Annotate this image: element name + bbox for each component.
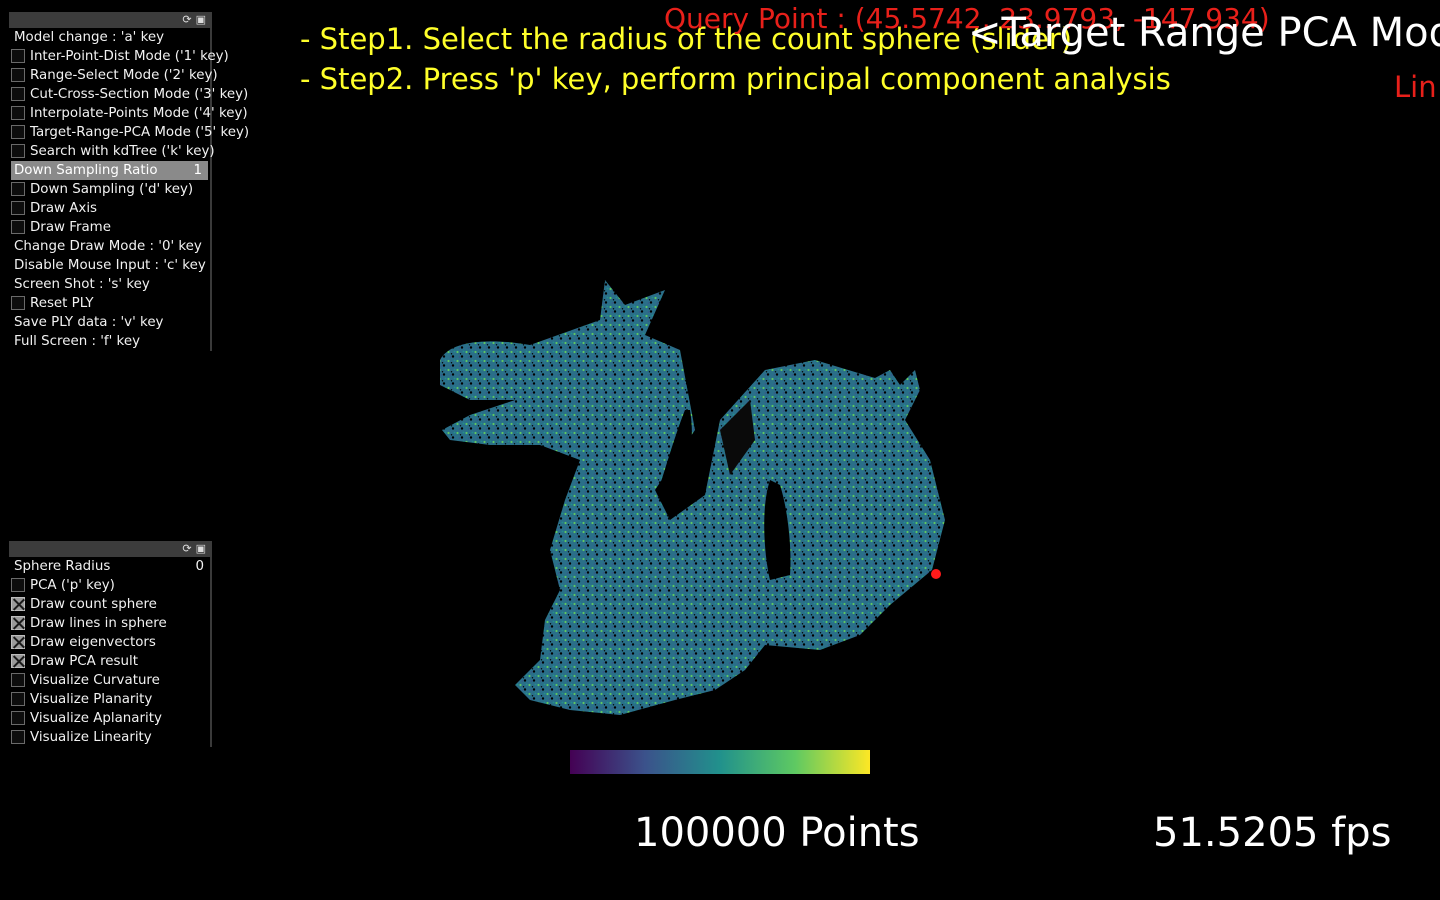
- row-label: Draw lines in sphere: [30, 616, 167, 631]
- row-label: Draw Frame: [30, 220, 111, 235]
- row-label: Interpolate-Points Mode ('4' key): [30, 106, 248, 121]
- hint-model-change-a-key: Model change : 'a' key: [9, 28, 210, 47]
- dragon-point-cloud: [440, 280, 945, 715]
- point-count: 100000 Points: [634, 810, 920, 856]
- checkbox-box[interactable]: [11, 182, 25, 196]
- mode-subtitle: Lin: [1394, 70, 1437, 104]
- hint-change-draw-mode-0-key: Change Draw Mode : '0' key: [9, 237, 210, 256]
- checkbox-draw-frame[interactable]: Draw Frame: [9, 218, 210, 237]
- row-value: 0: [195, 559, 204, 574]
- checkbox-box[interactable]: [11, 711, 25, 725]
- checkbox-box[interactable]: [11, 106, 25, 120]
- refresh-icon[interactable]: ⟳: [182, 13, 192, 26]
- row-label: Cut-Cross-Section Mode ('3' key): [30, 87, 249, 102]
- save-icon[interactable]: ▣: [195, 13, 206, 26]
- panel-body: Sphere Radius 0 PCA ('p' key) Draw count sp…: [9, 557, 212, 747]
- row-label: Sphere Radius: [14, 559, 111, 574]
- row-label: Full Screen : 'f' key: [14, 334, 140, 349]
- checkbox-box[interactable]: [11, 692, 25, 706]
- checkbox-box[interactable]: [11, 578, 25, 592]
- dragon-body-holes: [660, 400, 791, 580]
- step1-instruction: - Step1. Select the radius of the count …: [300, 22, 1073, 56]
- checkbox-visualize-linearity[interactable]: Visualize Linearity: [9, 728, 210, 747]
- query-point-marker: [931, 569, 941, 579]
- row-label: Target-Range-PCA Mode ('5' key): [30, 125, 250, 140]
- checkbox-box[interactable]: [11, 730, 25, 744]
- checkbox-down-sampling-d-key[interactable]: Down Sampling ('d' key): [9, 180, 210, 199]
- row-label: Draw PCA result: [30, 654, 138, 669]
- checkbox-target-range-pca-mode-5-key[interactable]: Target-Range-PCA Mode ('5' key): [9, 123, 249, 142]
- checkbox-inter-point-dist-mode-1-key[interactable]: Inter-Point-Dist Mode ('1' key): [9, 47, 229, 66]
- step2-instruction: - Step2. Press 'p' key, perform principa…: [300, 62, 1171, 96]
- row-label: Down Sampling Ratio: [14, 163, 158, 178]
- row-label: Screen Shot : 's' key: [14, 277, 150, 292]
- hint-screen-shot-s-key: Screen Shot : 's' key: [9, 275, 210, 294]
- row-label: Save PLY data : 'v' key: [14, 315, 164, 330]
- control-panel-pca: ⟳ ▣ Sphere Radius 0 PCA ('p' key) Draw coun…: [9, 541, 212, 747]
- colormap-legend: [570, 750, 870, 774]
- slider-down-sampling-ratio[interactable]: Down Sampling Ratio 1: [11, 161, 208, 180]
- row-label: Model change : 'a' key: [14, 30, 165, 45]
- query-point-label: Query Point : (45.5742, 23.9793, -147.93…: [664, 2, 1270, 35]
- row-label: Visualize Aplanarity: [30, 711, 162, 726]
- checkbox-draw-lines-in-sphere[interactable]: Draw lines in sphere: [9, 614, 210, 633]
- checkbox-range-select-mode-2-key[interactable]: Range-Select Mode ('2' key): [9, 66, 218, 85]
- row-label: Search with kdTree ('k' key): [30, 144, 215, 159]
- checkbox-box[interactable]: [11, 68, 25, 82]
- panel-header[interactable]: ⟳ ▣: [9, 541, 212, 557]
- checkbox-interpolate-points-mode-4-key[interactable]: Interpolate-Points Mode ('4' key): [9, 104, 248, 123]
- checkbox-box[interactable]: [11, 654, 25, 668]
- row-label: Draw Axis: [30, 201, 98, 216]
- checkbox-draw-axis[interactable]: Draw Axis: [9, 199, 210, 218]
- row-label: PCA ('p' key): [30, 578, 115, 593]
- row-label: Reset PLY: [30, 296, 94, 311]
- checkbox-visualize-planarity[interactable]: Visualize Planarity: [9, 690, 210, 709]
- row-label: Down Sampling ('d' key): [30, 182, 194, 197]
- checkbox-draw-count-sphere[interactable]: Draw count sphere: [9, 595, 210, 614]
- point-cloud-view[interactable]: [420, 260, 980, 740]
- row-label: Visualize Linearity: [30, 730, 152, 745]
- checkbox-draw-eigenvectors[interactable]: Draw eigenvectors: [9, 633, 210, 652]
- panel-header[interactable]: ⟳ ▣: [9, 12, 212, 28]
- checkbox-box[interactable]: [11, 673, 25, 687]
- row-label: Draw count sphere: [30, 597, 157, 612]
- checkbox-box[interactable]: [11, 597, 25, 611]
- checkbox-cut-cross-section-mode-3-key[interactable]: Cut-Cross-Section Mode ('3' key): [9, 85, 248, 104]
- checkbox-box[interactable]: [11, 49, 25, 63]
- checkbox-box[interactable]: [11, 220, 25, 234]
- row-label: Inter-Point-Dist Mode ('1' key): [30, 49, 229, 64]
- row-label: Change Draw Mode : '0' key: [14, 239, 202, 254]
- fps-counter: 51.5205 fps: [1153, 810, 1392, 856]
- panel-body: Model change : 'a' key Inter-Point-Dist M…: [9, 28, 249, 351]
- checkbox-box[interactable]: [11, 201, 25, 215]
- checkbox-box[interactable]: [11, 87, 25, 101]
- row-label: Draw eigenvectors: [30, 635, 156, 650]
- checkbox-box[interactable]: [11, 125, 25, 139]
- checkbox-box[interactable]: [11, 144, 25, 158]
- row-label: Visualize Planarity: [30, 692, 153, 707]
- mode-title: <Target Range PCA Mode>: [968, 10, 1440, 56]
- checkbox-visualize-aplanarity[interactable]: Visualize Aplanarity: [9, 709, 210, 728]
- checkbox-visualize-curvature[interactable]: Visualize Curvature: [9, 671, 210, 690]
- checkbox-box[interactable]: [11, 635, 25, 649]
- hint-save-ply-data-v-key: Save PLY data : 'v' key: [9, 313, 210, 332]
- checkbox-draw-pca-result[interactable]: Draw PCA result: [9, 652, 210, 671]
- checkbox-box[interactable]: [11, 296, 25, 310]
- hint-full-screen-f-key: Full Screen : 'f' key: [9, 332, 210, 351]
- value-sphere-radius[interactable]: Sphere Radius 0: [9, 557, 210, 576]
- row-label: Range-Select Mode ('2' key): [30, 68, 218, 83]
- control-panel-main: ⟳ ▣ Model change : 'a' key Inter-Point-Di…: [9, 12, 249, 351]
- checkbox-pca-p-key[interactable]: PCA ('p' key): [9, 576, 210, 595]
- row-label: Disable Mouse Input : 'c' key: [14, 258, 206, 273]
- hint-disable-mouse-input-c-key: Disable Mouse Input : 'c' key: [9, 256, 210, 275]
- refresh-icon[interactable]: ⟳: [182, 542, 192, 555]
- checkbox-box[interactable]: [11, 616, 25, 630]
- row-value: 1: [193, 163, 202, 178]
- save-icon[interactable]: ▣: [195, 542, 206, 555]
- row-label: Visualize Curvature: [30, 673, 160, 688]
- checkbox-reset-ply[interactable]: Reset PLY: [9, 294, 210, 313]
- checkbox-search-with-kdtree-k-key[interactable]: Search with kdTree ('k' key): [9, 142, 215, 161]
